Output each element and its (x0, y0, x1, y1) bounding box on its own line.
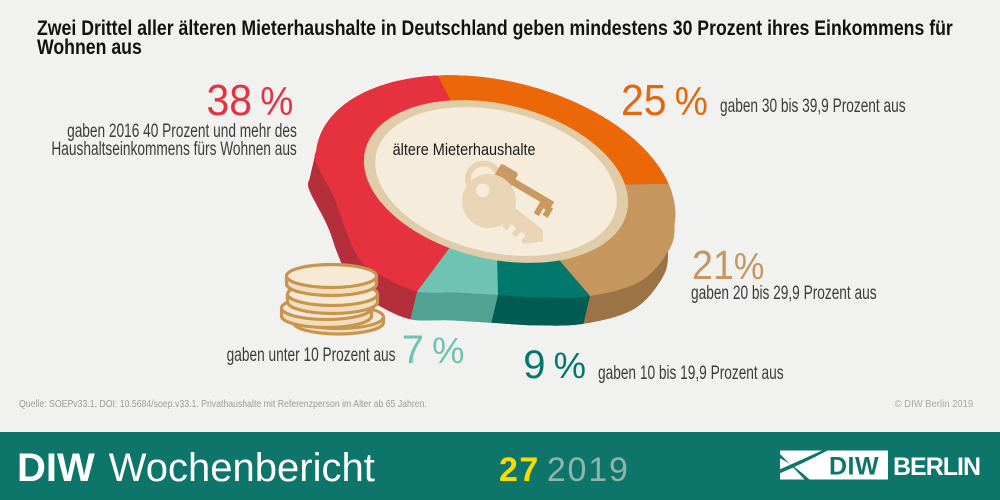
svg-text:DIW: DIW (829, 453, 879, 481)
svg-text:BERLIN: BERLIN (893, 453, 980, 481)
